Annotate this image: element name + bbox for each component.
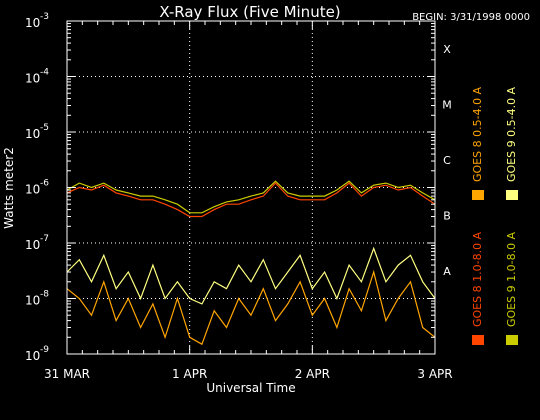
series-line-2 [66,269,436,346]
y-tick-label: 10 [25,294,40,308]
legend-swatch [506,190,518,200]
x-axis-ticks: 31 MAR 1 APR 2 APR 3 APR [44,21,453,381]
grid-lines [67,21,435,354]
y-tick-label: 10 [25,349,40,363]
y-axis-ticks: 10-310-410-510-610-710-810-9 [25,12,435,363]
flare-class-labels: X M C B A [442,43,452,278]
x-tick-label: 31 MAR [44,367,90,381]
data-series [66,180,436,346]
flare-class-label: C [443,154,451,167]
x-tick-label: 3 APR [417,367,452,381]
y-tick-exponent: -9 [40,345,49,355]
series-line-4 [66,180,436,214]
y-axis-label: Watts meter2 [2,147,16,229]
flare-class-label: M [442,98,452,111]
x-tick-label: 2 APR [295,367,330,381]
legend-label: GOES 9 1.0-8.0 A [505,231,518,327]
y-tick-label: 10 [25,127,40,141]
flare-class-label: B [443,209,451,222]
legend-swatch [472,335,484,345]
begin-label: BEGIN: 3/31/1998 0000 [412,12,530,23]
y-tick-exponent: -7 [40,234,49,244]
legend: GOES 8 1.0-8.0 A GOES 8 0.5-4.0 A GOES 9 1… [471,86,518,345]
legend-swatch [472,190,484,200]
y-tick-label: 10 [25,72,40,86]
y-tick-exponent: -3 [40,12,49,22]
flare-class-label: X [443,43,451,56]
chart-title: X-Ray Flux (Five Minute) [159,3,340,21]
y-tick-label: 10 [25,16,40,30]
legend-label: GOES 8 0.5-4.0 A [471,86,484,182]
y-tick-label: 10 [25,238,40,252]
series-line-3 [66,246,436,305]
y-tick-exponent: -6 [40,179,49,189]
legend-label: GOES 9 0.5-4.0 A [505,86,518,182]
flare-class-label: A [443,265,451,278]
x-axis-label: Universal Time [206,381,295,395]
series-line-1 [66,182,436,218]
y-tick-exponent: -4 [40,68,49,78]
y-tick-label: 10 [25,183,40,197]
y-tick-exponent: -5 [40,123,49,133]
x-tick-label: 1 APR [172,367,207,381]
legend-label: GOES 8 1.0-8.0 A [471,231,484,327]
y-tick-exponent: -8 [40,290,49,300]
legend-swatch [506,335,518,345]
